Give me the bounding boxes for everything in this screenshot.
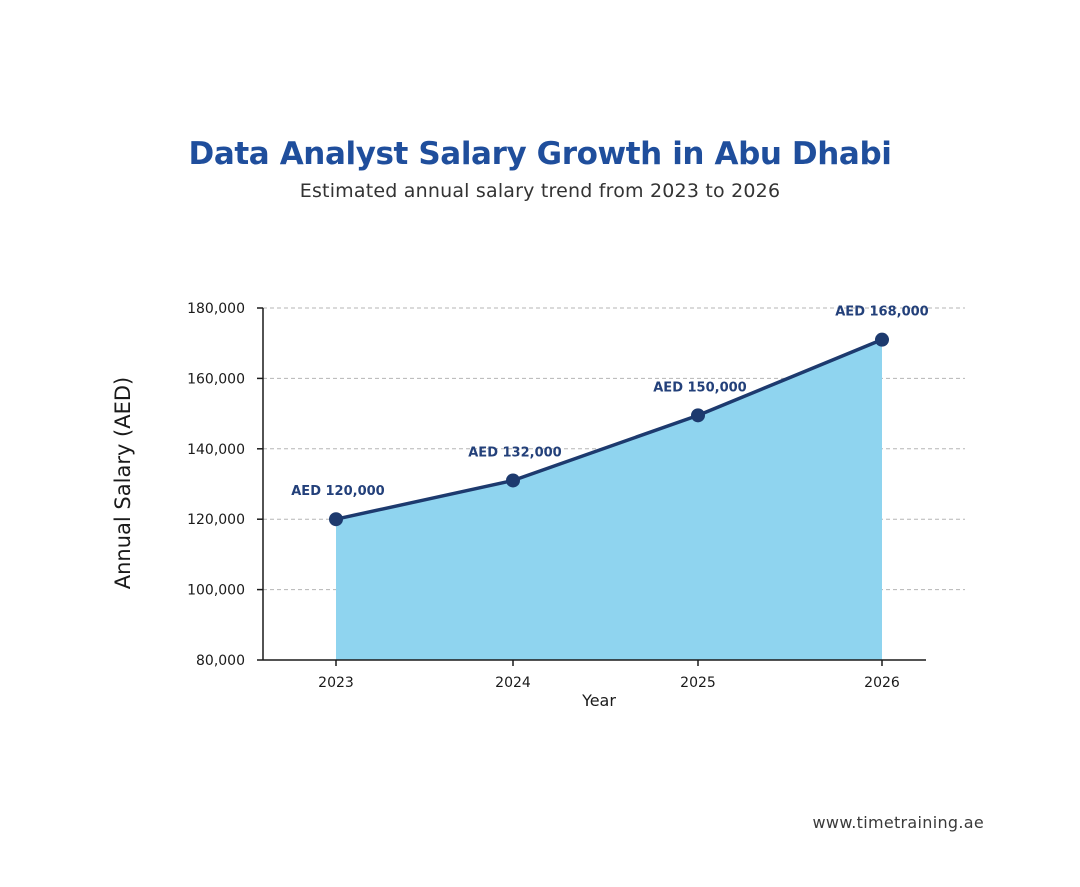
website-url[interactable]: www.timetraining.ae — [812, 813, 984, 832]
line-layer — [329, 332, 889, 527]
data-label: AED 150,000 — [653, 380, 746, 395]
y-tick-label: 140,000 — [187, 442, 245, 458]
axes: 80,000 100,000 120,000 140,000 160,000 180,00… — [111, 301, 926, 710]
x-tick-label: 2024 — [495, 675, 531, 691]
y-tick-label: 80,000 — [196, 653, 245, 669]
data-point — [506, 473, 520, 488]
chart-subtitle: Estimated annual salary trend from 2023 … — [299, 180, 781, 202]
chart-title: Data Analyst Salary Growth in Abu Dhabi — [188, 136, 892, 172]
data-point — [329, 512, 343, 527]
x-tick-label: 2025 — [680, 675, 716, 691]
x-tick-label: 2023 — [318, 675, 354, 691]
y-tick-label: 100,000 — [187, 583, 245, 599]
data-point — [875, 332, 889, 347]
y-tick-label: 160,000 — [187, 371, 245, 387]
area-fill — [336, 339, 882, 660]
x-axis-title: Year — [581, 691, 616, 710]
data-label: AED 132,000 — [468, 445, 561, 460]
data-point — [691, 408, 705, 423]
y-tick-label: 120,000 — [187, 512, 245, 528]
data-label: AED 120,000 — [291, 484, 384, 499]
series-line — [334, 337, 884, 521]
x-tick-label: 2026 — [864, 675, 900, 691]
y-axis-title: Annual Salary (AED) — [111, 377, 135, 590]
data-label: AED 168,000 — [835, 305, 928, 320]
y-tick-label: 180,000 — [187, 301, 245, 317]
labels-layer: AED 120,000 AED 132,000 AED 150,000 AED 168… — [291, 305, 928, 500]
area-fill-layer — [336, 339, 882, 660]
